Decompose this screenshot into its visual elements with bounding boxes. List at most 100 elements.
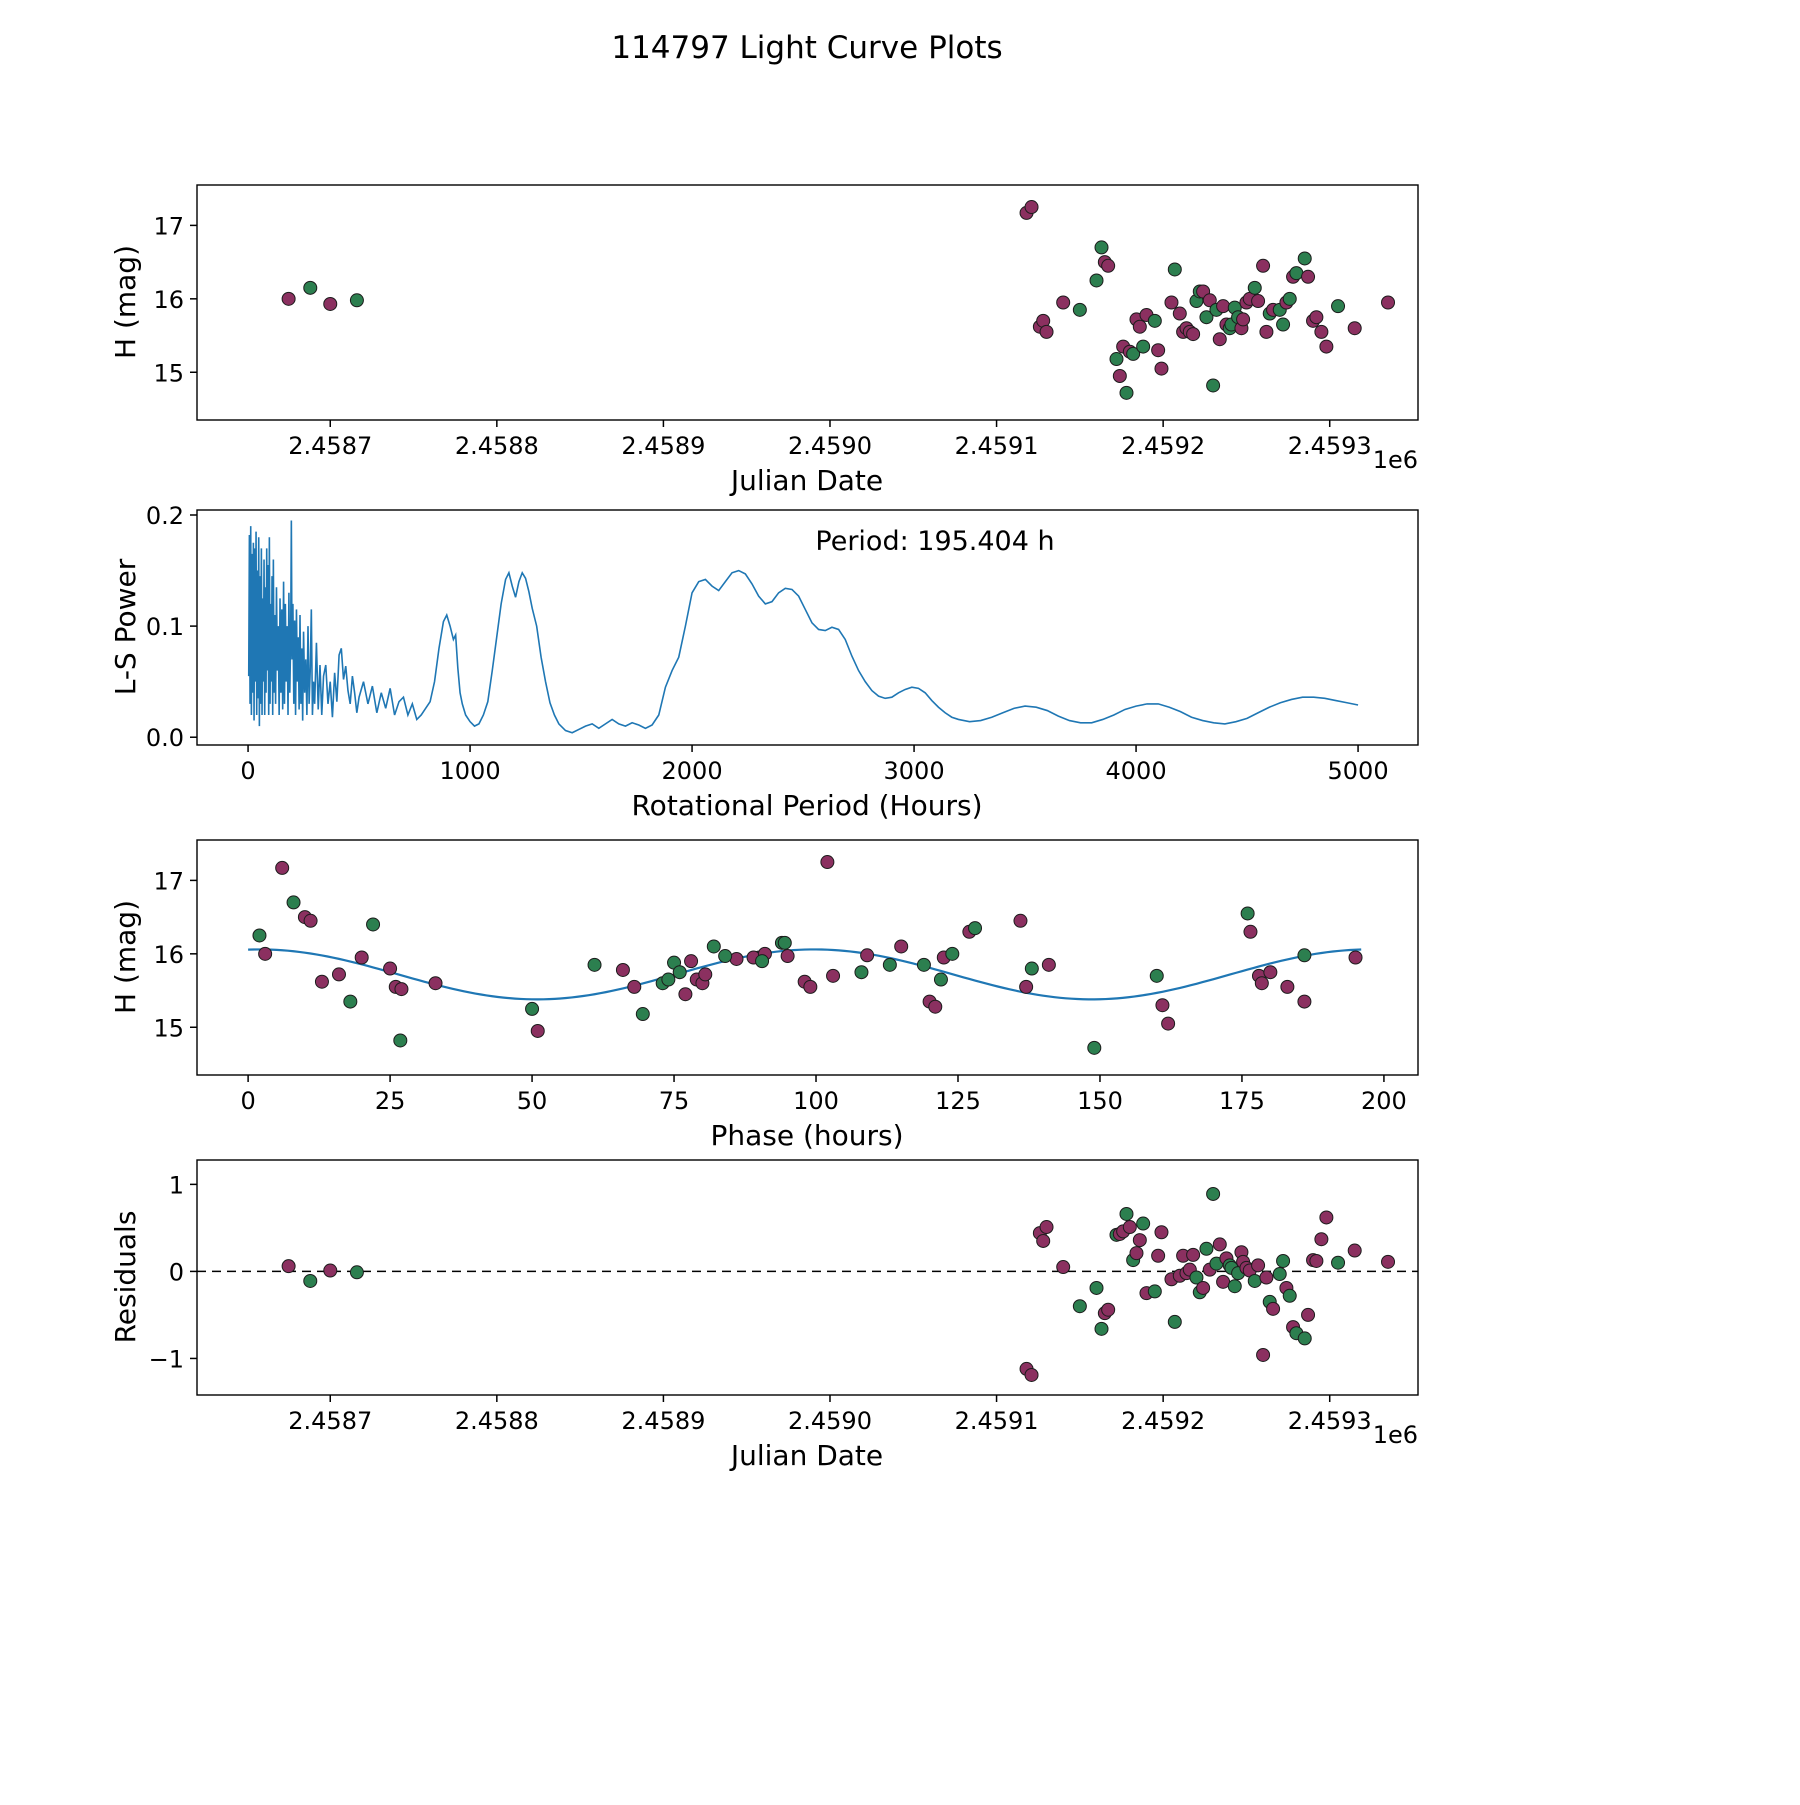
y-tick-label: 15 (153, 359, 184, 387)
data-point-green (1147, 313, 1162, 328)
data-point-purple (1101, 258, 1116, 273)
data-point-green (1272, 1267, 1287, 1282)
x-tick-label: 25 (375, 1087, 406, 1115)
data-point-purple (1319, 1210, 1334, 1225)
data-point-green (1094, 240, 1109, 255)
x-tick-label: 2.4589 (621, 432, 705, 460)
data-point-purple (1263, 965, 1278, 980)
data-point-purple (323, 296, 338, 311)
data-point-purple (1036, 1233, 1051, 1248)
data-point-green (1240, 906, 1255, 921)
data-point-purple (1024, 1367, 1039, 1382)
data-point-green (349, 293, 364, 308)
x-tick-label: 150 (1077, 1087, 1123, 1115)
residuals-plot-area (197, 1186, 1418, 1382)
lightcurve-x-offset-label: 1e6 (1373, 446, 1418, 474)
data-point-purple (1212, 1237, 1227, 1252)
y-tick-label: 17 (153, 867, 184, 895)
periodogram-x-axis-label: Rotational Period (Hours) (631, 789, 982, 822)
data-point-green (1227, 1279, 1242, 1294)
x-tick-label: 75 (659, 1087, 690, 1115)
data-point-purple (780, 949, 795, 964)
data-point-purple (1041, 957, 1056, 972)
data-point-green (1247, 1273, 1262, 1288)
data-point-green (343, 994, 358, 1009)
data-point-purple (1251, 1258, 1266, 1273)
phase-x-axis-label: Phase (hours) (710, 1119, 903, 1152)
data-point-purple (1212, 332, 1227, 347)
y-tick-label: 1 (169, 1171, 184, 1199)
phase-axes-frame (196, 839, 1419, 1076)
data-point-purple (1256, 258, 1271, 273)
residuals-panel: 2.4587 2.4588 2.4589 2.4590 2.4591 2.4592 2.45… (149, 1159, 1419, 1435)
x-tick-label: 125 (935, 1087, 981, 1115)
data-point-green (1136, 339, 1151, 354)
data-point-green (661, 972, 676, 987)
data-point-purple (530, 1023, 545, 1038)
data-point-green (1149, 968, 1164, 983)
data-point-purple (698, 967, 713, 982)
x-tick-label: 2.4590 (788, 1407, 872, 1435)
data-point-green (1167, 262, 1182, 277)
data-point-purple (1122, 1220, 1137, 1235)
data-point-green (303, 1273, 318, 1288)
data-point-purple (1161, 1016, 1176, 1031)
data-point-green (1119, 385, 1134, 400)
y-tick-label: 0 (169, 1258, 184, 1286)
data-point-purple (1186, 327, 1201, 342)
data-point-green (1282, 291, 1297, 306)
x-tick-label: 2.4591 (955, 1407, 1039, 1435)
data-point-green (587, 957, 602, 972)
y-tick-label: −1 (149, 1345, 184, 1373)
data-point-green (1247, 280, 1262, 295)
phase-y-axis-label: H (mag) (109, 900, 142, 1014)
data-point-purple (314, 974, 329, 989)
data-point-purple (928, 999, 943, 1014)
data-point-green (1189, 1270, 1204, 1285)
data-point-purple (1301, 1307, 1316, 1322)
data-point-purple (1266, 1301, 1281, 1316)
data-point-purple (1381, 295, 1396, 310)
data-point-purple (820, 855, 835, 870)
data-point-purple (1347, 1243, 1362, 1258)
data-point-purple (1348, 950, 1363, 965)
x-tick-label: 0 (240, 1087, 255, 1115)
data-point-purple (275, 860, 290, 875)
data-point-green (755, 954, 770, 969)
data-point-green (1276, 1253, 1291, 1268)
data-point-purple (331, 967, 346, 982)
data-point-green (916, 957, 931, 972)
data-point-purple (1154, 1225, 1169, 1240)
data-point-purple (1243, 924, 1258, 939)
data-point-purple (803, 979, 818, 994)
data-point-green (252, 928, 267, 943)
x-tick-label: 5000 (1328, 757, 1389, 785)
x-tick-label: 100 (793, 1087, 839, 1115)
x-tick-label: 2.4592 (1121, 432, 1205, 460)
data-point-green (1094, 1321, 1109, 1336)
figure-title: 114797 Light Curve Plots (611, 30, 1002, 66)
data-point-purple (1314, 324, 1329, 339)
lightcurve-y-axis-label: H (mag) (109, 245, 142, 359)
x-tick-label: 2.4590 (788, 432, 872, 460)
data-point-green (1331, 299, 1346, 314)
data-point-purple (1216, 1274, 1231, 1289)
data-point-purple (1164, 295, 1179, 310)
data-point-purple (1024, 200, 1039, 215)
lightcurve-x-axis-label: Julian Date (729, 464, 883, 497)
phase-panel: 0 25 50 75 100 125 150 175 200 15 16 17 (153, 839, 1419, 1115)
x-tick-label: 4000 (1106, 757, 1167, 785)
data-point-purple (1151, 1248, 1166, 1263)
x-tick-label: 3000 (884, 757, 945, 785)
data-point-purple (1155, 998, 1170, 1013)
data-point-green (1024, 961, 1039, 976)
phase-plot-area (248, 855, 1363, 1055)
data-point-purple (678, 987, 693, 1002)
residuals-x-offset-label: 1e6 (1373, 1421, 1418, 1449)
x-tick-label: 2.4593 (1288, 432, 1372, 460)
data-point-purple (1254, 976, 1269, 991)
data-point-green (718, 949, 733, 964)
residuals-axes-frame (196, 1159, 1419, 1396)
data-point-green (393, 1033, 408, 1048)
data-point-purple (281, 1259, 296, 1274)
